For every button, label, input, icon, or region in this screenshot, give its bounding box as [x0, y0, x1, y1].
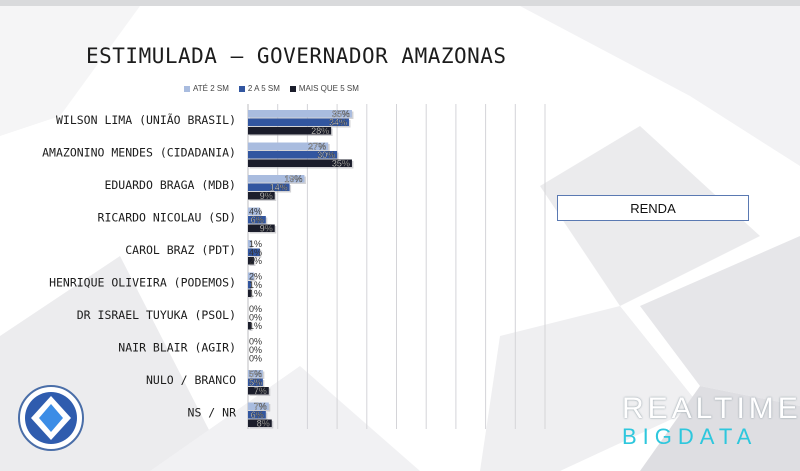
- bar: [248, 151, 338, 159]
- category-label: HENRIQUE OLIVEIRA (PODEMOS): [49, 276, 236, 290]
- data-label: 7%: [254, 402, 267, 412]
- data-label: 1%: [249, 239, 262, 249]
- data-label: 30%: [317, 150, 335, 160]
- legend-swatch-2-a-5-sm: [238, 85, 245, 92]
- category-label: NS / NR: [188, 406, 237, 420]
- category-label: EDUARDO BRAGA (MDB): [104, 178, 236, 192]
- bar: [248, 224, 275, 232]
- bar: [248, 370, 263, 378]
- bar: [248, 378, 263, 386]
- bar: [248, 216, 266, 224]
- bar: [248, 142, 329, 150]
- record-logo-icon: [18, 385, 84, 451]
- bar: [248, 110, 352, 118]
- bar: [248, 289, 251, 297]
- category-label: RICARDO NICOLAU (SD): [98, 211, 236, 225]
- data-label: 7%: [254, 386, 267, 396]
- data-label: 35%: [332, 109, 350, 119]
- legend-item-ate-2-sm: ATÉ 2 SM: [184, 84, 229, 93]
- brand-realtime: REALTIME: [622, 392, 800, 425]
- data-label: 2%: [249, 272, 262, 282]
- bar: [248, 207, 260, 215]
- bar: [248, 240, 251, 248]
- bar: [248, 183, 290, 191]
- bar-shadow: [249, 241, 253, 249]
- legend-label-ate-2-sm: ATÉ 2 SM: [193, 84, 229, 93]
- bar: [248, 387, 269, 395]
- bar: [248, 322, 251, 330]
- legend-item-2-a-5-sm: 2 A 5 SM: [238, 84, 280, 93]
- bar: [248, 127, 332, 135]
- legend-label-mais-que-5-sm: MAIS QUE 5 SM: [298, 84, 359, 93]
- category-label: NULO / BRANCO: [146, 373, 236, 387]
- data-label: 9%: [260, 224, 273, 234]
- chart-title: ESTIMULADA – GOVERNADOR AMAZONAS: [86, 44, 507, 68]
- category-label: CAROL BRAZ (PDT): [125, 243, 236, 257]
- data-label: 9%: [260, 191, 273, 201]
- legend-label-2-a-5-sm: 2 A 5 SM: [247, 84, 280, 93]
- data-label: 5%: [249, 378, 262, 388]
- data-label: 4%: [249, 248, 262, 258]
- data-label: 35%: [332, 159, 350, 169]
- legend-swatch-mais-que-5-sm: [289, 85, 296, 92]
- legend-swatch-ate-2-sm: [184, 85, 190, 92]
- data-label: 6%: [251, 410, 264, 420]
- data-label: 5%: [249, 369, 262, 379]
- data-label: 0%: [249, 313, 262, 323]
- bar: [248, 281, 251, 289]
- bar: [248, 257, 254, 265]
- bar-shadow: [249, 282, 253, 290]
- top-strip: [0, 0, 800, 6]
- bar: [248, 192, 275, 200]
- data-label: 1%: [249, 280, 262, 290]
- data-label: 0%: [249, 304, 262, 314]
- chart-legend: ATÉ 2 SM 2 A 5 SM MAIS QUE 5 SM: [184, 84, 359, 93]
- brand-bigdata: BIGDATA: [622, 424, 758, 449]
- bar: [248, 248, 260, 256]
- data-label: 34%: [329, 118, 347, 128]
- bar: [248, 411, 266, 419]
- bar: [248, 159, 352, 167]
- category-label: DR ISRAEL TUYUKA (PSOL): [77, 308, 236, 322]
- bar: [248, 419, 272, 427]
- category-label: AMAZONINO MENDES (CIDADANIA): [42, 146, 236, 160]
- bar: [248, 402, 269, 410]
- renda-label: RENDA: [630, 200, 676, 216]
- data-label: 14%: [270, 183, 288, 193]
- data-label: 27%: [308, 142, 326, 152]
- bar: [248, 175, 305, 183]
- data-label: 1%: [249, 289, 262, 299]
- data-label: 0%: [249, 337, 262, 347]
- data-label: 19%: [284, 174, 302, 184]
- bar-shadow: [249, 291, 253, 299]
- bar: [248, 272, 254, 280]
- category-label: NAIR BLAIR (AGIR): [118, 341, 236, 355]
- legend-item-mais-que-5-sm: MAIS QUE 5 SM: [289, 84, 359, 93]
- bar-shadow: [249, 323, 253, 331]
- data-label: 0%: [249, 345, 262, 355]
- bar: [248, 118, 349, 126]
- data-label: 4%: [249, 207, 262, 217]
- data-label: 2%: [249, 256, 262, 266]
- data-label: 28%: [311, 126, 329, 136]
- renda-box: RENDA: [557, 195, 749, 221]
- data-label: 6%: [251, 215, 264, 225]
- data-label: 1%: [249, 321, 262, 331]
- data-label: 0%: [249, 354, 262, 364]
- category-label: WILSON LIMA (UNIÃO BRASIL): [56, 112, 236, 127]
- data-label: 8%: [257, 419, 270, 429]
